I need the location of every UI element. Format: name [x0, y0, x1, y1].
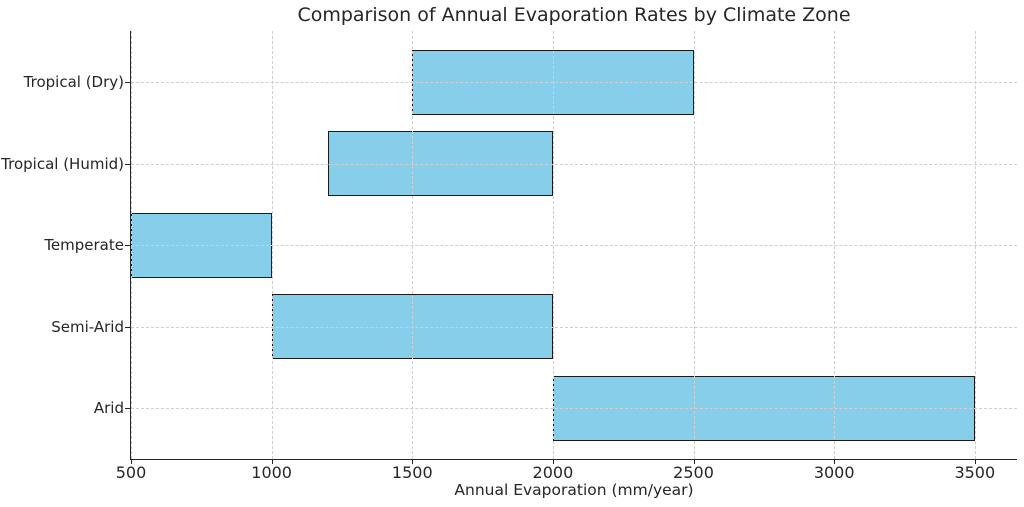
x-tick-mark — [834, 459, 836, 464]
y-tick-label: Semi-Arid — [51, 317, 124, 336]
y-tick-label: Tropical (Humid) — [1, 154, 124, 173]
x-tick-mark — [412, 459, 414, 464]
y-tick-mark — [125, 82, 130, 83]
x-tick-label: 500 — [115, 463, 147, 482]
horizontal-gridline — [131, 326, 1017, 328]
y-tick-mark — [125, 326, 130, 328]
y-tick-label: Tropical (Dry) — [23, 73, 124, 91]
y-tick-label: Temperate — [44, 236, 124, 254]
x-tick-mark — [693, 459, 695, 464]
x-axis-spine — [130, 459, 1017, 460]
x-tick-label: 1000 — [251, 463, 292, 482]
horizontal-gridline — [131, 408, 1017, 409]
horizontal-gridline — [131, 245, 1017, 246]
y-tick-mark — [125, 408, 130, 409]
x-tick-label: 1500 — [391, 463, 433, 482]
y-tick-mark — [125, 245, 130, 246]
x-axis-title: Annual Evaporation (mm/year) — [454, 481, 694, 499]
y-axis-spine — [130, 31, 131, 459]
chart-title: Comparison of Annual Evaporation Rates b… — [297, 4, 851, 26]
x-tick-label: 2000 — [532, 463, 574, 482]
x-tick-label: 3500 — [954, 463, 996, 482]
x-tick-label: 3000 — [813, 463, 855, 482]
horizontal-gridline — [131, 82, 1017, 83]
x-tick-mark — [131, 459, 132, 464]
plot-area — [125, 31, 1017, 464]
y-tick-mark — [125, 163, 130, 165]
x-tick-mark — [974, 459, 976, 464]
x-tick-mark — [552, 459, 554, 464]
horizontal-gridline — [131, 163, 1017, 165]
x-tick-label: 2500 — [673, 463, 714, 482]
x-tick-mark — [271, 459, 273, 464]
y-tick-label: Arid — [93, 399, 124, 417]
